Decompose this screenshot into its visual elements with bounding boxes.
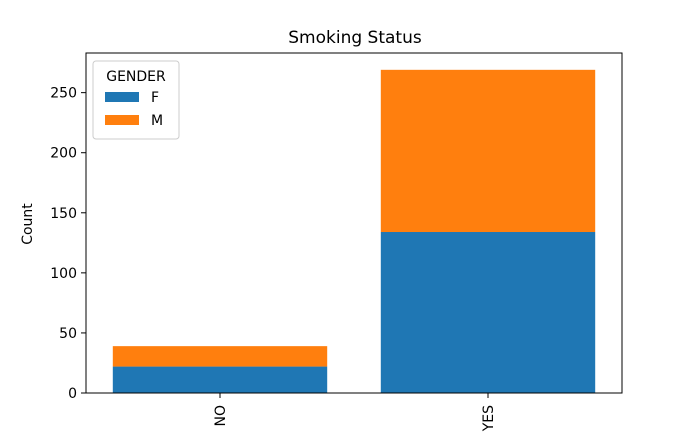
bar-no-f bbox=[112, 366, 328, 393]
bar-no-m bbox=[112, 346, 328, 367]
y-tick-label: 250 bbox=[50, 86, 77, 102]
legend-swatch-f bbox=[105, 92, 139, 102]
y-tick-label: 50 bbox=[59, 326, 77, 342]
y-tick-label: 100 bbox=[50, 266, 77, 282]
bar-yes-m bbox=[380, 69, 596, 233]
x-tick-label: YES bbox=[481, 405, 497, 432]
y-tick-label: 200 bbox=[50, 146, 77, 162]
legend: GENDER FM bbox=[92, 60, 180, 140]
legend-swatch-m bbox=[105, 115, 139, 125]
plot-area bbox=[112, 69, 596, 393]
y-axis-label: Count bbox=[20, 203, 36, 245]
x-tick-label: NO bbox=[213, 405, 229, 427]
bar-yes-f bbox=[380, 232, 596, 393]
legend-label-f: F bbox=[151, 90, 159, 106]
legend-label-m: M bbox=[151, 113, 163, 129]
chart-title: Smoking Status bbox=[288, 28, 422, 48]
legend-title: GENDER bbox=[106, 69, 166, 85]
y-tick-label: 150 bbox=[50, 206, 77, 222]
y-tick-label: 0 bbox=[68, 386, 77, 402]
plot-frame bbox=[85, 52, 623, 394]
